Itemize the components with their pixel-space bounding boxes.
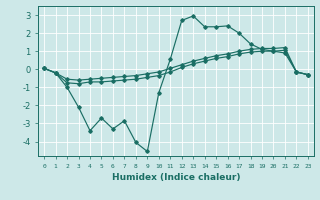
X-axis label: Humidex (Indice chaleur): Humidex (Indice chaleur) (112, 173, 240, 182)
